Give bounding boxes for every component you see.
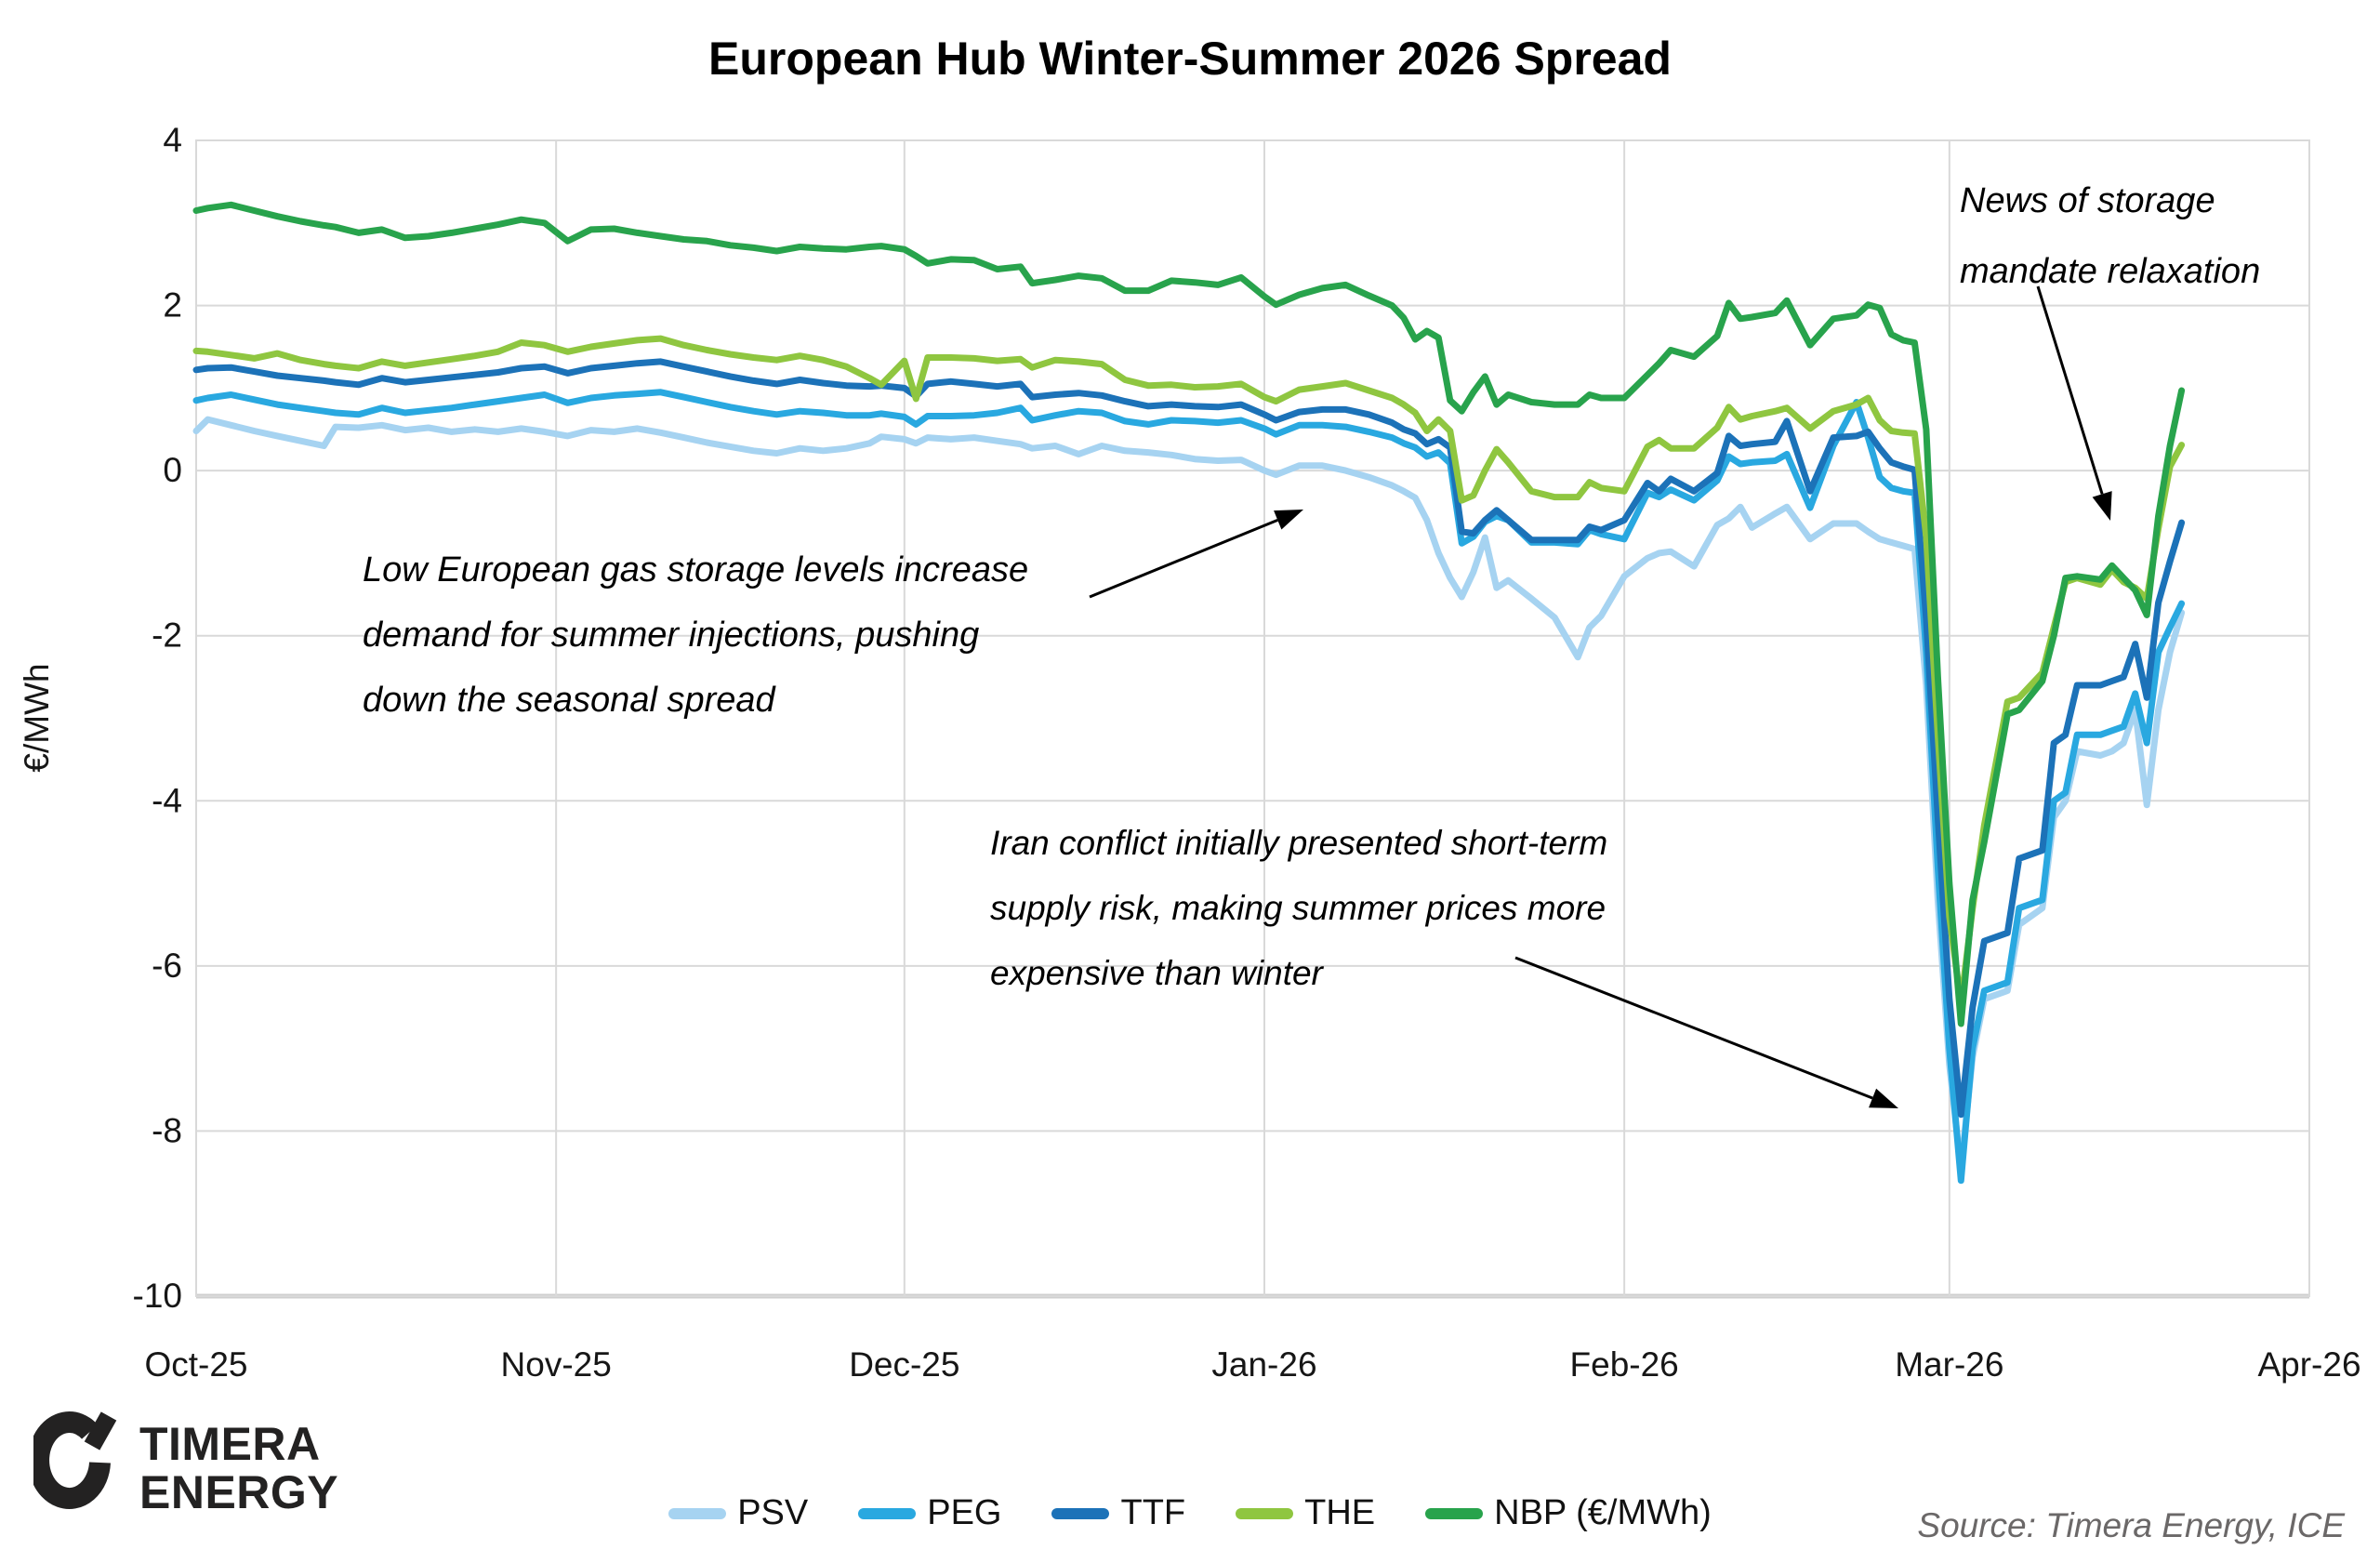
y-tick-label: -10 (133, 1277, 182, 1315)
legend-swatch-icon (1236, 1507, 1294, 1519)
source-note: Source: Timera Energy, ICE (1917, 1506, 2345, 1544)
legend-item-NBP: NBP (€/MWh) (1425, 1493, 1712, 1533)
x-tick-label: Dec-25 (849, 1345, 959, 1384)
annotation-line: mandate relaxation (1960, 252, 2261, 291)
plot-border (195, 139, 2310, 1297)
legend-label: PSV (737, 1493, 809, 1532)
chart-legend: PSV PEG TTF THE NBP (€/MWh) (298, 1493, 2082, 1533)
annotation-arrowhead (2092, 491, 2112, 521)
timera-logo-icon (28, 1406, 126, 1530)
annotation-arrow-line (2036, 285, 2104, 495)
series-line-PSV (192, 416, 2186, 1172)
legend-swatch-icon (1425, 1507, 1484, 1519)
legend-label: THE (1304, 1493, 1376, 1532)
x-tick-label: Oct-25 (144, 1345, 247, 1384)
legend-swatch-icon (858, 1507, 917, 1519)
logo-text: TIMERA ENERGY (139, 1420, 338, 1517)
legend-item-THE: THE (1236, 1493, 1375, 1533)
y-tick-label: -2 (152, 616, 182, 655)
logo-word-timera: TIMERA (139, 1417, 321, 1470)
legend-label: NBP (€/MWh) (1494, 1493, 1712, 1532)
legend-item-TTF: TTF (1051, 1493, 1185, 1533)
annotation-line: demand for summer injections, pushing (363, 616, 980, 655)
timera-energy-logo: TIMERA ENERGY (28, 1406, 338, 1530)
logo-word-energy: ENERGY (139, 1465, 339, 1518)
x-tick-label: Nov-25 (501, 1345, 612, 1384)
y-axis-title: €/MWh (18, 663, 56, 772)
y-tick-label: -8 (152, 1111, 182, 1149)
annotation-arrow-line (1089, 518, 1278, 599)
x-tick-label: Mar-26 (1895, 1345, 2003, 1384)
y-tick-label: 2 (163, 286, 182, 325)
x-tick-label: Feb-26 (1570, 1345, 1679, 1384)
page-title: European Hub Winter-Summer 2026 Spread (708, 33, 1672, 85)
annotation-iran-conflict: Iran conflict initially presented short-… (990, 811, 1607, 1006)
series-line-PEG (192, 389, 2186, 1185)
series-line-NBP (192, 201, 2186, 1027)
annotation-line: down the seasonal spread (363, 681, 775, 720)
annotation-line: News of storage (1960, 181, 2215, 220)
series-line-TTF (192, 358, 2186, 1119)
legend-item-PEG: PEG (858, 1493, 1001, 1533)
x-tick-label: Apr-26 (2257, 1345, 2360, 1384)
legend-label: TTF (1120, 1493, 1186, 1532)
series-line-THE (192, 335, 2186, 1007)
y-tick-label: 0 (163, 451, 182, 489)
legend-swatch-icon (668, 1507, 727, 1519)
annotation-line: expensive than winter (990, 954, 1323, 992)
annotation-storage-levels: Low European gas storage levels increase… (363, 537, 1028, 733)
annotation-line: Low European gas storage levels increase (363, 550, 1029, 589)
annotation-arrowhead (1274, 510, 1303, 530)
annotation-arrow-line (1514, 956, 1873, 1100)
legend-label: PEG (927, 1493, 1002, 1532)
y-tick-label: -4 (152, 781, 182, 819)
legend-item-PSV: PSV (668, 1493, 808, 1533)
annotation-storage-mandate: News of storage mandate relaxation (1960, 166, 2260, 307)
x-tick-label: Jan-26 (1211, 1345, 1316, 1384)
annotation-arrowhead (1869, 1088, 1898, 1108)
y-tick-label: -6 (152, 947, 182, 985)
annotation-line: Iran conflict initially presented short-… (990, 824, 1608, 862)
y-tick-label: 4 (163, 121, 182, 159)
annotation-line: supply risk, making summer prices more (990, 889, 1606, 927)
legend-swatch-icon (1051, 1507, 1110, 1519)
